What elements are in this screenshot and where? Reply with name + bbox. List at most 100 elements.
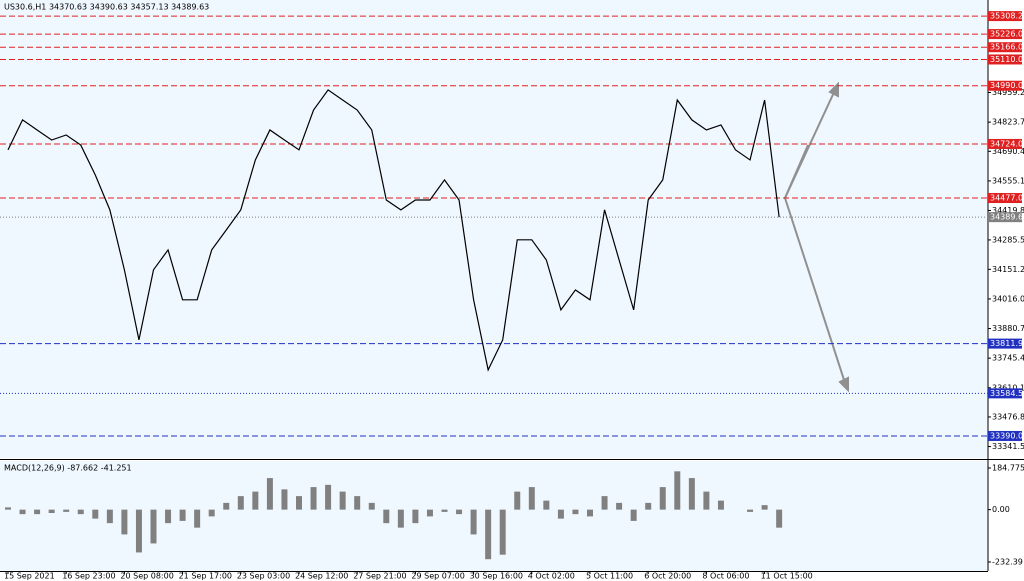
level-label: 34477.00 [990,194,1024,203]
y-tick-label: 33341.55 [992,442,1024,451]
macd-bar [645,502,652,510]
y-tick-label: 34419.85 [992,206,1024,215]
y-tick-label: 34690.45 [992,147,1024,156]
chart-title: US30.6,H1 34370.63 34390.63 34357.13 343… [4,3,209,12]
y-tick-label: 33745.45 [992,354,1024,363]
macd-bar [587,509,593,517]
level-label: 35226.00 [990,30,1024,39]
level-label: 34389.63 [990,213,1024,222]
macd-bar [354,496,361,510]
macd-bar [674,471,681,510]
y-tick-label: 34016.00 [992,294,1024,303]
macd-bar [426,509,433,517]
macd-panel [0,461,988,571]
y-tick-label: 33610.10 [992,383,1024,392]
macd-bar [616,502,623,510]
x-tick-label: 30 Sep 16:00 [470,572,523,581]
x-tick-label: 21 Sep 17:00 [179,572,232,581]
macd-bar [223,502,230,510]
level-label: 35110.00 [990,55,1024,64]
macd-bar [572,509,579,515]
macd-bar [747,509,754,512]
macd-bar [776,509,783,528]
price-line [7,89,780,372]
level-label: 35308.23 [990,12,1024,21]
macd-bar [63,509,70,512]
macd-bar [281,489,288,510]
macd-bar [34,509,41,515]
macd-bar [266,478,273,510]
macd-bar [456,509,463,515]
macd-bar [761,505,768,510]
main-panel [0,0,988,458]
macd-bar [441,509,448,512]
forecast-arrows [784,81,849,393]
level-label: 34990.00 [990,81,1024,90]
macd-title: MACD(12,26,9) -87.662 -41.251 [4,464,132,473]
macd-bar [368,502,375,510]
macd-bar [688,478,695,510]
x-tick-label: 29 Sep 07:00 [411,572,464,581]
y-tick-label: 33880.70 [992,324,1024,333]
macd-bar [77,509,84,515]
macd-bar [48,509,55,514]
macd-bar [252,491,259,510]
macd-bar [703,491,710,510]
macd-bar [485,509,492,560]
macd-bar [601,496,608,510]
x-tick-label: 11 Oct 15:00 [761,572,813,581]
level-label: 35166.00 [990,43,1024,52]
level-box [988,388,1022,399]
level-box [988,29,1022,40]
macd-bar [208,509,215,517]
level-box [988,338,1022,349]
macd-bar [194,509,201,528]
y-tick-label: 34285.55 [992,235,1024,244]
x-tick-label: 6 Oct 20:00 [644,572,691,581]
level-label: 34724.00 [990,139,1024,148]
macd-bar [106,509,113,524]
level-box [988,430,1022,441]
level-box [988,193,1022,204]
y-tick-label: 0.00 [992,505,1010,514]
level-label: 33811.92 [990,339,1024,348]
x-tick-label: 24 Sep 12:00 [295,572,348,581]
macd-bar [121,509,128,535]
macd-bar [514,491,521,510]
macd-bar [528,487,535,510]
macd-bar [717,500,724,510]
y-tick-label: 34555.15 [992,176,1024,185]
macd-bar [557,509,564,519]
x-tick-label: 27 Sep 21:00 [353,572,406,581]
level-label: 33390.00 [990,431,1024,440]
level-box [988,11,1022,22]
macd-bar [92,509,99,519]
level-box [988,80,1022,91]
macd-bar [19,509,26,515]
x-tick-label: 23 Sep 03:00 [237,572,290,581]
level-box [988,212,1022,223]
macd-bar [470,509,477,535]
macd-bar [165,509,172,524]
x-tick-label: 20 Sep 08:00 [120,572,173,581]
macd-bar [659,487,666,510]
x-tick-label: 8 Oct 06:00 [702,572,749,581]
level-label: 33584.59 [990,389,1024,398]
y-tick-label: 34959.20 [992,88,1024,97]
macd-bar [630,509,637,521]
y-tick-label: 33476.85 [992,412,1024,421]
y-tick-label: 34823.70 [992,118,1024,127]
macd-bar [543,500,550,510]
level-box [988,42,1022,53]
y-tick-label: 184.775 [992,463,1024,472]
macd-bar [135,509,142,553]
x-tick-label: 15 Sep 2021 [4,572,55,581]
macd-bar [397,509,404,528]
macd-bar [412,509,419,524]
macd-bar [150,509,157,544]
macd-bar [383,509,390,524]
x-tick-label: 16 Sep 23:00 [62,572,115,581]
x-tick-label: 4 Oct 02:00 [528,572,575,581]
macd-bar [325,484,332,510]
